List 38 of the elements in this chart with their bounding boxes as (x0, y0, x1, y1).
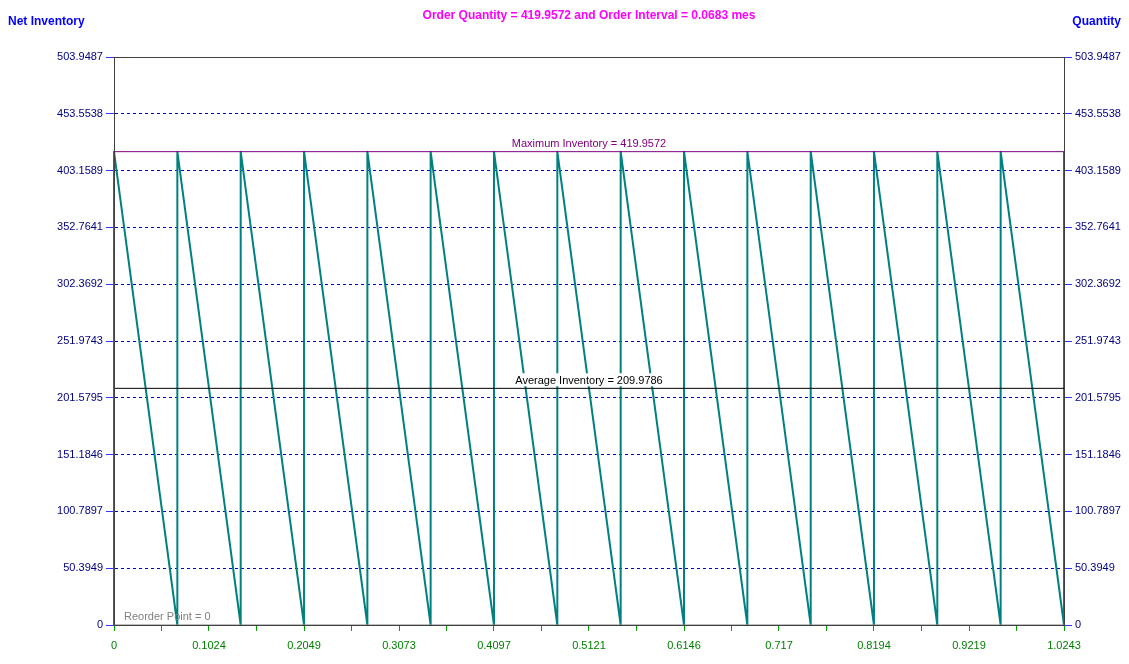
x-tick-label: 0.6146 (667, 638, 701, 651)
y2-tick-label: 352.7641 (1075, 220, 1121, 233)
y2-tick-label: 0 (1075, 618, 1082, 631)
y-tick-label: 302.3692 (57, 277, 103, 290)
x-tick-label: 0.717 (765, 638, 793, 651)
y-tick-label: 151.1846 (57, 447, 103, 460)
x-tick-label: 0.9219 (952, 638, 986, 651)
x-tick-label: 0.3073 (382, 638, 416, 651)
x-tick-label: 0.1024 (192, 638, 226, 651)
y-tick-label: 100.7897 (57, 504, 103, 517)
y2-tick-label: 201.5795 (1075, 390, 1121, 403)
y2-tick-label: 302.3692 (1075, 277, 1121, 290)
x-tick-label: 0.8194 (857, 638, 891, 651)
y2-tick-label: 403.1589 (1075, 163, 1121, 176)
y-tick-label: 50.3949 (63, 561, 103, 574)
y-tick-label: 352.7641 (57, 220, 103, 233)
y2-tick-label: 503.9487 (1075, 50, 1121, 63)
y-tick-label: 251.9743 (57, 334, 103, 347)
y-tick-label: 503.9487 (57, 50, 103, 63)
ref-line-label: Average Inventory = 209.9786 (515, 373, 663, 386)
x-tick-label: 0.2049 (287, 638, 321, 651)
y-tick-label: 403.1589 (57, 163, 103, 176)
ref-line-label: Maximum Inventory = 419.9572 (511, 137, 667, 150)
y-axis-title: Net Inventory (8, 14, 86, 29)
x-tick-label: 0.5121 (572, 638, 606, 651)
y2-tick-label: 100.7897 (1075, 504, 1121, 517)
y-tick-label: 0 (96, 618, 103, 631)
y2-axis-title: Quantity (1072, 14, 1122, 29)
y2-tick-label: 50.3949 (1075, 561, 1115, 574)
y-tick-label: 453.5538 (57, 106, 103, 119)
x-tick-label: 0.4097 (477, 638, 511, 651)
chart-title: Order Quantity = 419.9572 and Order Interval = 0.0683 mes (422, 8, 756, 23)
x-tick-label: 0 (110, 638, 118, 651)
y2-tick-label: 251.9743 (1075, 334, 1121, 347)
y2-tick-label: 151.1846 (1075, 447, 1121, 460)
y-tick-label: 201.5795 (57, 390, 103, 403)
x-tick-label: 1.0243 (1047, 638, 1081, 651)
y2-tick-label: 453.5538 (1075, 106, 1121, 119)
